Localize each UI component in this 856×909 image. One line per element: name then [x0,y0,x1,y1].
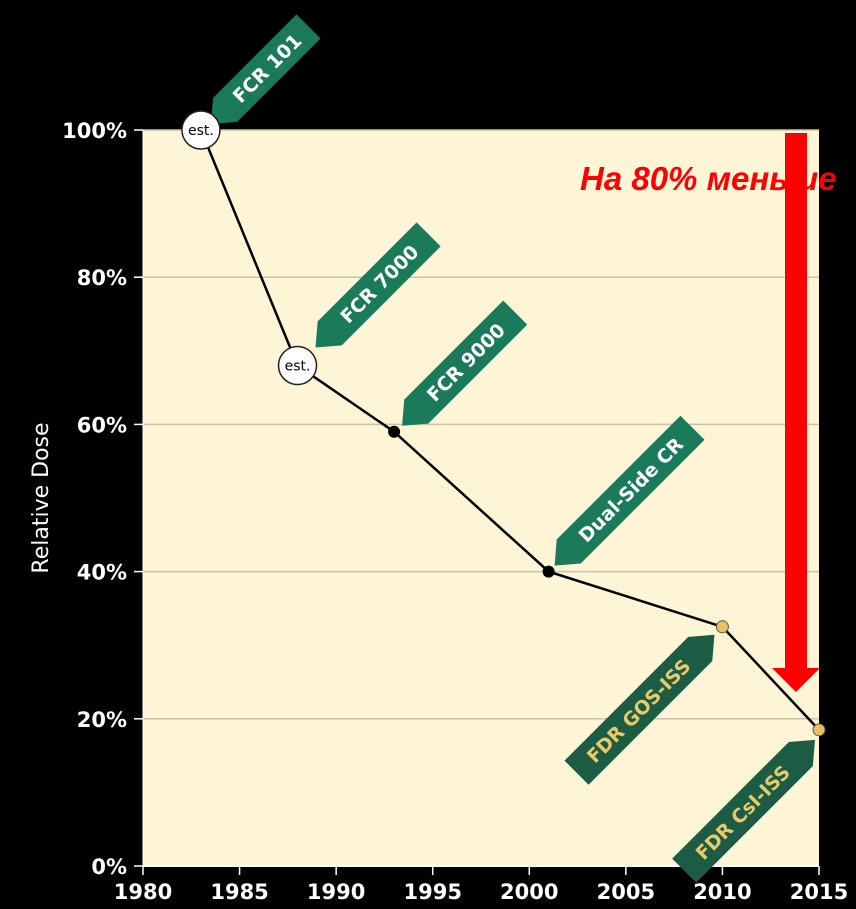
series-line [199,129,820,731]
y-axis-label: Relative Dose [29,422,54,573]
y-tick-label: 60% [77,413,127,437]
x-tick-label: 2015 [790,880,848,904]
point-tag: FCR 101 [210,14,321,124]
tag-shape [554,415,705,566]
x-tick-label: 1980 [114,880,172,904]
tag-shape [564,634,715,785]
y-tick-label: 100% [62,119,127,143]
x-tick-label: 1990 [307,880,365,904]
reduction-note: На 80% меньше [580,160,837,197]
tag-shape [402,300,528,426]
data-line [199,129,820,731]
tag-shape [315,222,441,348]
axes: 0% 20% 40% 60% 80% 100% 1980 1985 1990 1995 2000 20… [62,119,848,904]
data-point [542,565,555,578]
x-tick-label: 1985 [210,880,268,904]
grid-lines [143,129,819,720]
x-tick-label: 2000 [500,880,558,904]
y-tick-label: 20% [77,708,127,732]
data-point [388,425,401,438]
tag-shape [672,739,815,883]
est-marker [181,110,221,150]
reduction-arrow [772,133,820,692]
point-tag-label: FCR 101 [229,30,307,108]
x-tick-label: 2010 [693,880,751,904]
reduction-arrow-shape [772,133,820,692]
est-marker [277,345,318,386]
y-tick-label: 40% [77,561,127,585]
data-markers: est. est. [181,110,826,737]
x-tick-label: 1995 [403,880,461,904]
data-point [812,723,826,737]
tag-shape [210,14,321,124]
est-marker-label: est. [285,359,311,375]
y-tick-label: 80% [77,266,127,290]
y-tick-label: 0% [91,855,127,879]
plot-area [143,130,819,866]
data-point [715,620,729,634]
est-marker-label: est. [188,123,214,139]
x-tick-label: 2005 [597,880,655,904]
